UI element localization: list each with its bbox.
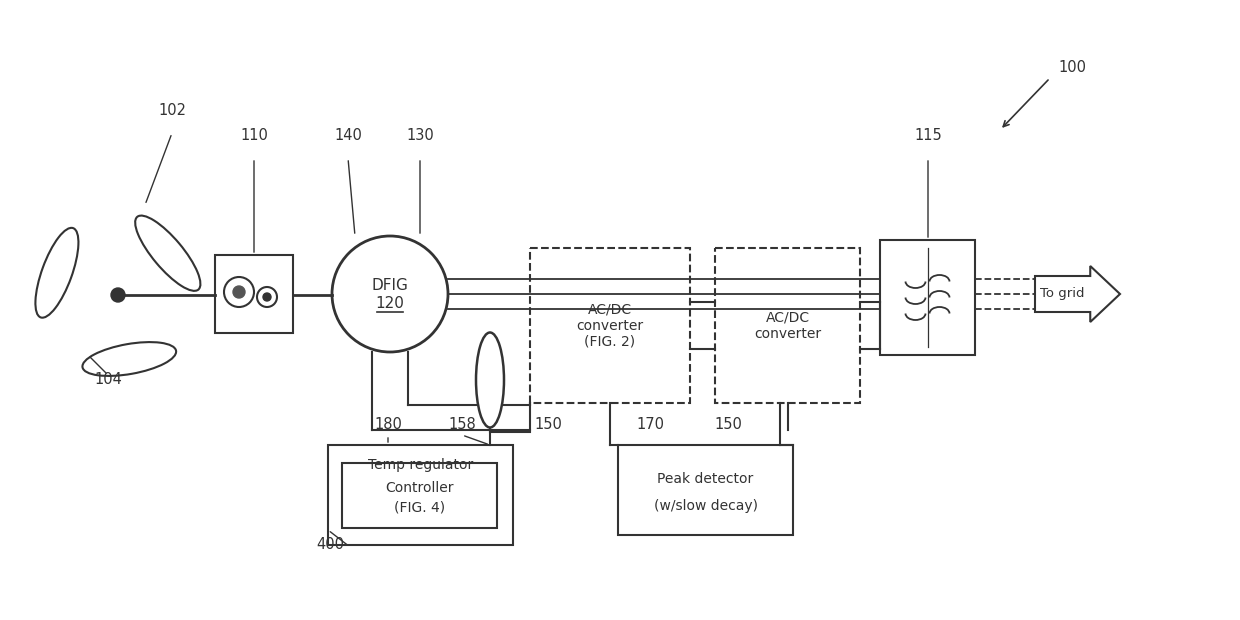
Bar bbox=[215, 255, 293, 333]
Text: AC/DC
converter: AC/DC converter bbox=[754, 311, 821, 340]
Bar bbox=[618, 445, 794, 535]
Text: 158: 158 bbox=[448, 417, 476, 432]
Ellipse shape bbox=[36, 228, 78, 317]
Text: DFIG: DFIG bbox=[372, 278, 408, 293]
Bar bbox=[342, 463, 497, 528]
Ellipse shape bbox=[476, 332, 503, 428]
Bar bbox=[329, 445, 513, 545]
Polygon shape bbox=[1035, 266, 1120, 322]
Text: 400: 400 bbox=[316, 537, 343, 552]
Text: 170: 170 bbox=[636, 417, 663, 432]
Bar bbox=[529, 248, 689, 403]
Ellipse shape bbox=[82, 342, 176, 376]
Text: (w/slow decay): (w/slow decay) bbox=[653, 499, 758, 513]
Circle shape bbox=[263, 293, 272, 301]
Bar bbox=[715, 248, 861, 403]
Text: 104: 104 bbox=[94, 372, 122, 387]
Text: 102: 102 bbox=[157, 103, 186, 118]
Text: 140: 140 bbox=[334, 128, 362, 143]
Text: 110: 110 bbox=[241, 128, 268, 143]
Text: 130: 130 bbox=[407, 128, 434, 143]
Text: AC/DC
converter
(FIG. 2): AC/DC converter (FIG. 2) bbox=[577, 303, 644, 348]
Text: (FIG. 4): (FIG. 4) bbox=[394, 500, 445, 514]
Text: To grid: To grid bbox=[1040, 288, 1085, 301]
Circle shape bbox=[233, 286, 246, 298]
Bar bbox=[880, 240, 975, 355]
Ellipse shape bbox=[135, 216, 201, 291]
Text: 150: 150 bbox=[534, 417, 562, 432]
Text: 180: 180 bbox=[374, 417, 402, 432]
Text: 120: 120 bbox=[376, 296, 404, 311]
Text: Controller: Controller bbox=[386, 480, 454, 495]
Text: Peak detector: Peak detector bbox=[657, 472, 754, 486]
Text: 150: 150 bbox=[714, 417, 742, 432]
Text: 115: 115 bbox=[914, 128, 942, 143]
Text: 100: 100 bbox=[1058, 61, 1086, 76]
Circle shape bbox=[112, 288, 125, 302]
Text: Temp regulator: Temp regulator bbox=[368, 458, 474, 472]
